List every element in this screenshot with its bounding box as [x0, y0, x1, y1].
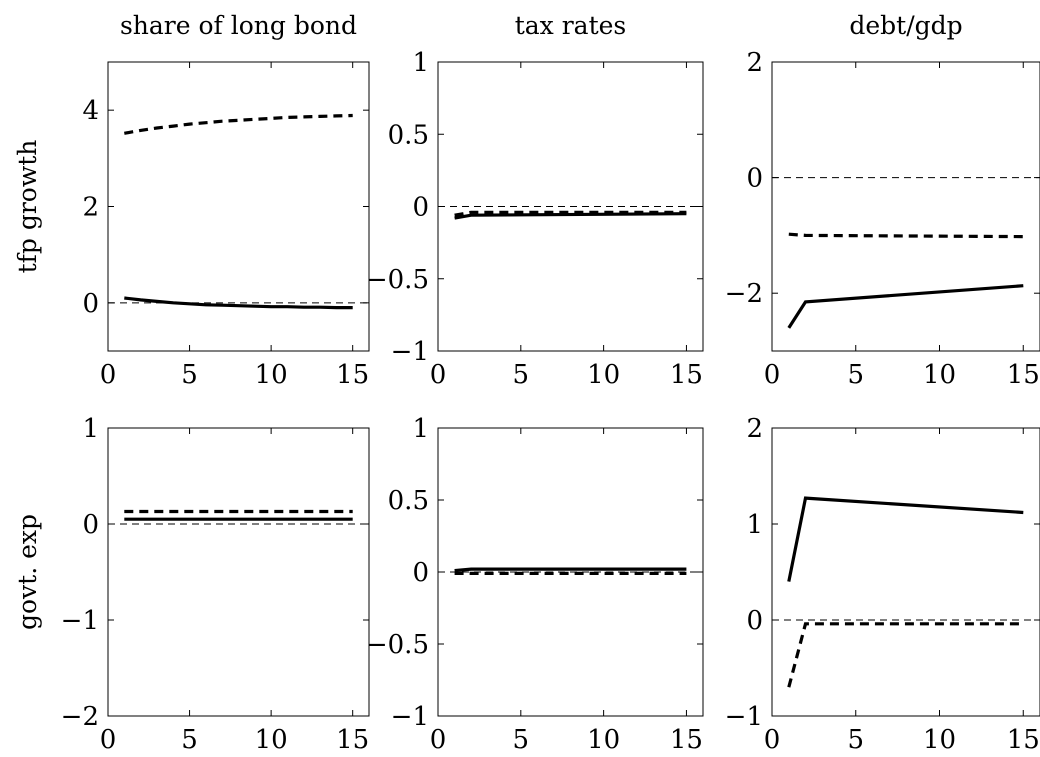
- x-tick-label: 0: [430, 725, 447, 755]
- x-tick-label: 5: [181, 360, 198, 390]
- y-tick-label: 1: [82, 414, 99, 444]
- series-line-solid: [454, 212, 687, 220]
- y-tick-label: 0: [412, 193, 429, 223]
- x-tick-label: 10: [923, 725, 956, 755]
- x-tick-label: 5: [513, 725, 530, 755]
- y-tick-label: 1: [746, 510, 763, 540]
- x-tick-label: 15: [336, 360, 369, 390]
- series-line-solid: [124, 296, 353, 310]
- y-tick-label: −0.5: [366, 630, 429, 660]
- plot-frame: [771, 427, 1040, 717]
- series-line-dashed: [124, 113, 353, 135]
- x-tick-label: 0: [430, 360, 447, 390]
- y-tick-label: 0: [746, 606, 763, 636]
- x-tick-label: 10: [923, 360, 956, 390]
- x-tick-label: 15: [670, 725, 703, 755]
- x-tick-label: 15: [1007, 725, 1040, 755]
- y-tick-label: 2: [746, 48, 763, 78]
- y-tick-label: 1: [412, 414, 429, 444]
- x-tick-label: 5: [181, 725, 198, 755]
- x-tick-label: 15: [336, 725, 369, 755]
- y-tick-label: 0: [82, 510, 99, 540]
- series-line-solid: [454, 567, 687, 573]
- y-tick-label: 0.5: [388, 486, 429, 516]
- series-line-solid: [787, 496, 1024, 582]
- row-label: tfp growth: [13, 140, 42, 274]
- subplot-3: 0 5 10 15 −2 0 2 debt/gdp: [725, 11, 1040, 390]
- column-title: share of long bond: [120, 11, 357, 40]
- x-tick-label: 15: [670, 360, 703, 390]
- series-line-dashed: [454, 210, 687, 217]
- y-tick-label: 1: [412, 48, 429, 78]
- y-tick-label: −1: [391, 337, 429, 367]
- x-tick-label: 0: [764, 360, 781, 390]
- series-line-dashed: [788, 232, 1024, 239]
- x-tick-label: 10: [255, 360, 288, 390]
- y-tick-label: 0: [412, 558, 429, 588]
- y-tick-label: 0.5: [388, 120, 429, 150]
- x-tick-label: 10: [587, 360, 620, 390]
- subplot-4: 0 5 10 15 −2 −1 0 1 govt. exp: [13, 414, 370, 755]
- y-tick-label: −1: [61, 606, 99, 636]
- y-tick-label: 4: [82, 96, 99, 126]
- x-tick-label: 5: [847, 725, 864, 755]
- x-tick-label: 10: [587, 725, 620, 755]
- y-tick-label: −1: [725, 702, 763, 732]
- y-tick-label: 2: [746, 414, 763, 444]
- x-tick-label: 0: [100, 725, 117, 755]
- subplot-5: 0 5 10 15 −1 −0.5 0 0.5 1: [366, 414, 704, 755]
- series-line-solid: [787, 284, 1024, 329]
- y-tick-label: 2: [82, 193, 99, 223]
- x-tick-label: 5: [513, 360, 530, 390]
- y-tick-label: −2: [61, 702, 99, 732]
- x-tick-label: 15: [1007, 360, 1040, 390]
- column-title: debt/gdp: [849, 11, 962, 40]
- x-tick-label: 10: [255, 725, 288, 755]
- column-title: tax rates: [515, 11, 627, 40]
- row-label: govt. exp: [13, 514, 42, 630]
- subplot-1: 0 5 10 15 0 2 4 share of long bond tfp growth: [13, 11, 370, 390]
- y-tick-label: 0: [82, 289, 99, 319]
- y-tick-label: 0: [746, 164, 763, 194]
- y-tick-label: −1: [391, 702, 429, 732]
- series-line-dashed: [787, 622, 1024, 688]
- y-tick-label: −0.5: [366, 265, 429, 295]
- x-tick-label: 0: [100, 360, 117, 390]
- x-tick-label: 5: [847, 360, 864, 390]
- subplot-2: 0 5 10 15 −1 −0.5 0 0.5 1 tax rates: [366, 11, 704, 390]
- y-tick-label: −2: [725, 279, 763, 309]
- x-tick-label: 0: [764, 725, 781, 755]
- plot-frame: [107, 427, 370, 717]
- plot-frame: [771, 61, 1040, 352]
